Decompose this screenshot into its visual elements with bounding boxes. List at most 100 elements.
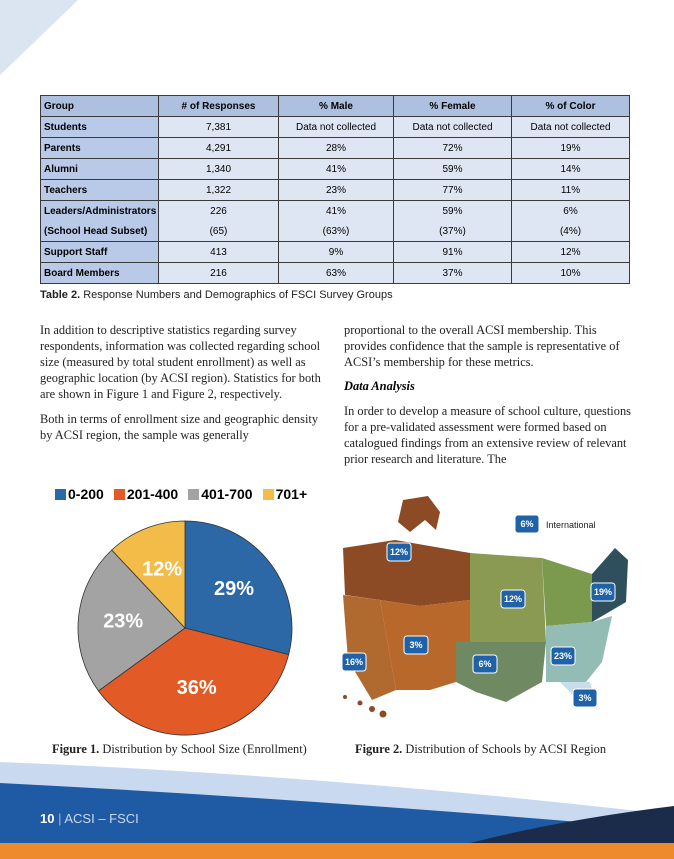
legend-item: 701+ [262, 486, 307, 502]
region-label: 12% [504, 594, 522, 604]
pie-slice [97, 627, 290, 736]
map-island [357, 700, 363, 706]
table-row: Support Staff 413 9% 91% 12% [40, 241, 630, 263]
table-row: Students 7,381 Data not collected Data not … [40, 116, 630, 138]
figure-2-caption: Figure 2. Distribution of Schools by ACS… [355, 742, 606, 757]
map-island [379, 710, 387, 718]
footer-bar [0, 843, 674, 859]
region-badge [590, 582, 616, 602]
figure-label: Figure 2. [355, 742, 403, 756]
legend-swatch [188, 489, 200, 500]
region-badge [572, 688, 598, 708]
map-region [343, 540, 470, 606]
region-badge [341, 652, 367, 672]
figure-text: Distribution of Schools by ACSI Region [405, 742, 607, 756]
value-label: 12% [142, 559, 182, 581]
caption-text: Response Numbers and Demographics of FSC… [83, 289, 393, 301]
cell: (4%) [511, 221, 630, 242]
legend-swatch [262, 489, 274, 500]
header-cell: % Female [393, 95, 512, 117]
footer-text: 10 | ACSI – FSCI [40, 811, 139, 826]
cell: 72% [393, 137, 512, 159]
cell: 4,291 [158, 137, 279, 159]
value-label: 29% [214, 578, 254, 600]
region-label: 3% [409, 640, 422, 650]
cell: 14% [511, 158, 630, 180]
cell: 1,322 [158, 179, 279, 201]
region-badge [403, 635, 429, 655]
row-label: Support Staff [40, 241, 159, 263]
heading: Data Analysis [344, 379, 415, 393]
map-island [369, 706, 375, 712]
footer-title: ACSI – FSCI [64, 811, 138, 826]
cell: (63%) [278, 221, 394, 242]
figure-label: Figure 1. [52, 742, 100, 756]
cell: 413 [158, 241, 279, 263]
value-label: 36% [177, 677, 217, 699]
legend-label: 0-200 [68, 486, 104, 502]
footer-wave [0, 783, 674, 843]
cell: 11% [511, 179, 630, 201]
map-labels: 12% 6% 12% 19% 3% 16% 6% 23% 3% [341, 514, 616, 708]
legend: 0-200 201-400 401-700 701+ [55, 486, 307, 502]
value-label: 23% [103, 610, 143, 632]
region-badge [500, 589, 526, 609]
header-cell: # of Responses [158, 95, 279, 117]
map-island [343, 695, 347, 699]
header-cell: % Male [278, 95, 394, 117]
table-caption: Table 2. Response Numbers and Demographi… [40, 289, 393, 301]
cell: 10% [511, 262, 630, 284]
pie-slice [77, 549, 186, 692]
page-number: 10 [40, 811, 54, 826]
table-row: Alumni 1,340 41% 59% 14% [40, 158, 630, 180]
international-label: International [546, 520, 596, 530]
pie-slice [184, 520, 293, 656]
header-row: Group # of Responses% Male% Female% of Co… [40, 95, 630, 117]
cell: (37%) [393, 221, 512, 242]
figure-1-caption: Figure 1. Distribution by School Size (E… [52, 742, 307, 757]
region-badge [472, 654, 498, 674]
left-column: In addition to descriptive statistics re… [40, 322, 325, 452]
legend-item: 0-200 [55, 486, 104, 502]
map-region [456, 642, 546, 702]
cell: (65) [158, 221, 279, 242]
legend-item: 401-700 [188, 486, 253, 502]
region-label: 19% [594, 587, 612, 597]
region-label: 16% [345, 657, 363, 667]
figure-text: Distribution by School Size (Enrollment) [102, 742, 307, 756]
table-row: (School Head Subset) (65) (63%) (37%) (4%) [40, 221, 630, 242]
table-row: Board Members 216 63% 37% 10% [40, 262, 630, 284]
cell: 41% [278, 158, 394, 180]
map-region [542, 558, 592, 626]
region-label: 12% [390, 547, 408, 557]
header-cell: Group [40, 95, 159, 117]
footer-navy [470, 806, 674, 843]
legend-label: 401-700 [201, 486, 253, 502]
legend-label: 201-400 [126, 486, 179, 502]
region-badge [386, 542, 412, 562]
region-label: 6% [478, 659, 491, 669]
table-row: Teachers 1,322 23% 77% 11% [40, 179, 630, 201]
cell: 63% [278, 262, 394, 284]
row-label: Board Members [40, 262, 159, 284]
cell: 19% [511, 137, 630, 159]
cell: 41% [278, 200, 394, 221]
cell: 77% [393, 179, 512, 201]
row-label: Teachers [40, 179, 159, 201]
paragraph: proportional to the overall ACSI members… [344, 323, 620, 369]
region-label: 3% [578, 693, 591, 703]
cell: Data not collected [393, 116, 512, 138]
pie-chart: 29% 36% 23% 12% [77, 520, 293, 736]
row-label: Students [40, 116, 159, 138]
demographics-table: Group # of Responses% Male% Female% of Co… [40, 95, 630, 284]
paragraph: Both in terms of enrollment size and geo… [40, 412, 319, 442]
region-badge [514, 514, 540, 534]
cell: 12% [511, 241, 630, 263]
legend-swatch [113, 489, 125, 500]
cell: 7,381 [158, 116, 279, 138]
table-row: Parents 4,291 28% 72% 19% [40, 137, 630, 159]
corner-triangle [0, 0, 78, 75]
pie-slice [111, 520, 186, 630]
cell: 37% [393, 262, 512, 284]
